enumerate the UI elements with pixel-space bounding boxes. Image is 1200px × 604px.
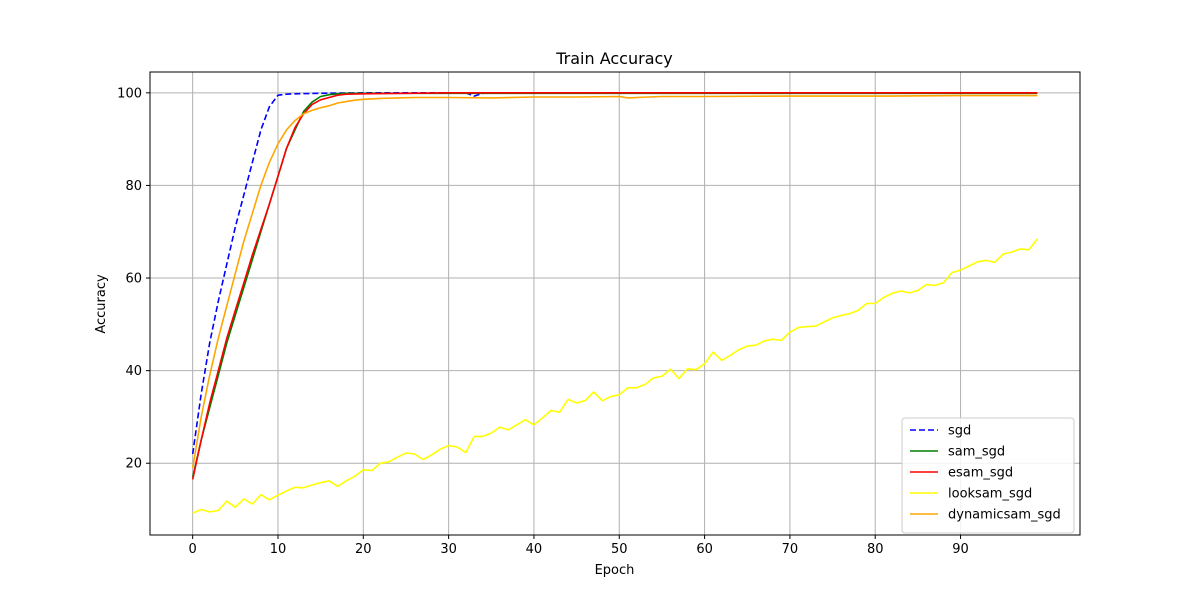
chart-title: Train Accuracy <box>555 49 673 68</box>
legend-label-looksam_sgd: looksam_sgd <box>948 487 1032 502</box>
legend-label-dynamicsam_sgd: dynamicsam_sgd <box>948 508 1061 523</box>
y-tick-label: 100 <box>117 86 142 101</box>
x-axis-label: Epoch <box>595 563 635 578</box>
series-line-looksam_sgd <box>192 238 1038 514</box>
series-line-esam_sgd <box>191 92 1038 480</box>
x-tick-label: 90 <box>952 542 969 557</box>
y-tick-label: 40 <box>125 364 142 379</box>
legend-label-sgd: sgd <box>948 424 971 439</box>
x-tick-label: 80 <box>867 542 884 557</box>
series-group <box>191 92 1038 514</box>
y-axis-label: Accuracy <box>94 274 109 334</box>
y-tick-label: 60 <box>125 272 142 287</box>
series-line-dynamicsam_sgd <box>191 94 1038 469</box>
x-tick-label: 60 <box>696 542 713 557</box>
y-tick-label: 20 <box>125 457 142 472</box>
axis-ticks: 0 10 20 30 40 50 60 70 80 90 20 40 60 80 100 <box>117 86 969 557</box>
y-tick-label: 80 <box>125 179 142 194</box>
x-tick-label: 70 <box>782 542 799 557</box>
x-tick-label: 10 <box>270 542 287 557</box>
legend-box <box>901 417 1075 534</box>
x-tick-label: 50 <box>611 542 628 557</box>
x-tick-label: 0 <box>189 542 197 557</box>
x-tick-label: 20 <box>355 542 372 557</box>
legend-label-sam_sgd: sam_sgd <box>948 445 1005 460</box>
x-tick-label: 30 <box>440 542 457 557</box>
legend-label-esam_sgd: esam_sgd <box>948 466 1013 481</box>
legend: sgd sam_sgd esam_sgd looksam_sgd dynamicsam_… <box>901 417 1075 534</box>
plot-frame <box>149 71 1081 536</box>
x-tick-label: 40 <box>526 542 543 557</box>
